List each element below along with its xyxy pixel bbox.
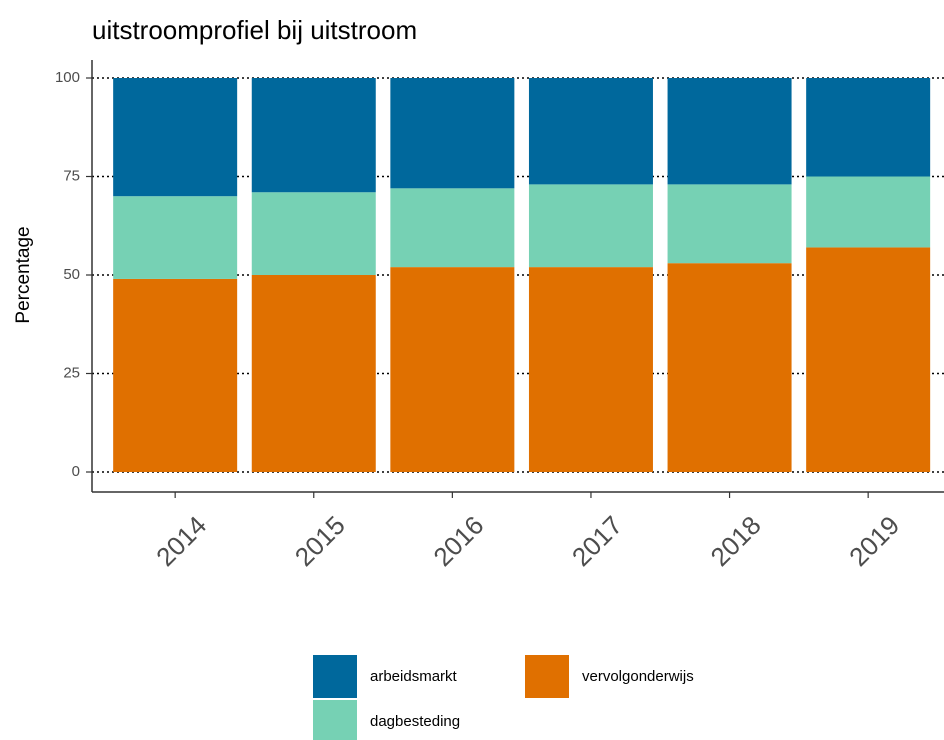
legend-label: vervolgonderwijs: [582, 668, 694, 685]
bar-segment: [667, 184, 792, 264]
bar-segment: [806, 78, 931, 177]
y-axis-title: Percentage: [13, 226, 34, 323]
bar-segment: [806, 176, 931, 248]
y-tick-label: 25: [63, 364, 80, 381]
legend-key: [313, 700, 357, 740]
bar-segment: [528, 267, 653, 472]
bar-segment: [528, 78, 653, 185]
legend-key: [525, 655, 569, 698]
bar-segment: [390, 78, 515, 189]
x-tick-label: 2019: [843, 510, 905, 572]
y-tick-label: 75: [63, 167, 80, 184]
bar-segment: [667, 78, 792, 185]
bar-segment: [390, 267, 515, 472]
chart-title: uitstroomprofiel bij uitstroom: [92, 15, 417, 45]
x-tick-label: 2014: [150, 510, 212, 572]
y-tick-label: 100: [55, 69, 80, 86]
legend-key: [313, 655, 357, 698]
bar-segment: [113, 78, 238, 197]
bar-segment: [528, 184, 653, 268]
bar-segment: [667, 263, 792, 472]
bar-segment: [251, 192, 376, 275]
x-tick-label: 2015: [289, 510, 351, 572]
x-tick-label: 2016: [427, 510, 489, 572]
y-tick-label: 50: [63, 266, 80, 283]
bar-segment: [251, 275, 376, 472]
x-tick-label: 2017: [566, 510, 628, 572]
plot-area: [92, 77, 944, 473]
bar-segment: [390, 188, 515, 268]
legend-label: dagbesteding: [370, 713, 460, 730]
bar-segment: [251, 78, 376, 193]
x-tick-label: 2018: [705, 510, 767, 572]
y-tick-label: 0: [72, 463, 80, 480]
bar-segment: [806, 247, 931, 472]
bar-segment: [113, 278, 238, 472]
bar-segment: [113, 196, 238, 279]
legend-label: arbeidsmarkt: [370, 668, 458, 685]
